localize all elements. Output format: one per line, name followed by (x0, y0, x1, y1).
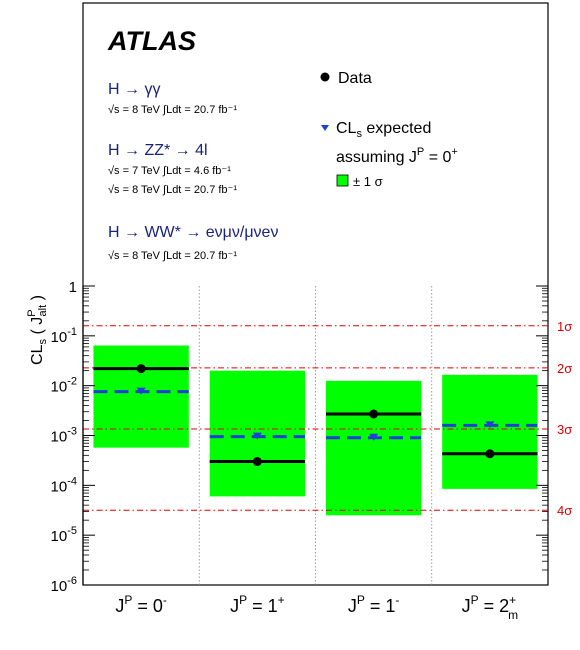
y-axis: 1 10-1 10-2 10-3 10-4 10-5 10-6 (51, 279, 548, 595)
experiment-label: ATLAS (107, 26, 196, 56)
expected-band (325, 380, 422, 516)
sigma-label: 1σ (557, 319, 572, 334)
y-axis-label: CLs ( JPalt ) (26, 295, 49, 365)
expected-bands (93, 345, 538, 516)
legend-expected-marker (321, 125, 329, 131)
channel-decay: H → WW* → eνμν/μνeν (108, 224, 278, 241)
channel-decay: H → γγ (108, 81, 160, 98)
observed-point (252, 457, 262, 467)
legend-band-label: ± 1 σ (353, 174, 383, 189)
y-tick-label: 10-2 (51, 376, 77, 396)
observed-point (136, 364, 146, 374)
sigma-label: 3σ (557, 422, 572, 437)
y-tick-label: 10-5 (51, 525, 77, 545)
sigma-label: 2σ (557, 361, 572, 376)
y-tick-label: 10-3 (51, 426, 77, 446)
x-category-label: JP = 1- (348, 593, 400, 616)
expected-marker (485, 421, 495, 429)
x-category-label: JP = 2+ m (462, 593, 519, 622)
observed-point (485, 449, 495, 459)
expected-marker (369, 433, 379, 441)
sigma-label: 4σ (557, 503, 572, 518)
x-category-label: JP = 1+ (230, 593, 285, 616)
expected-band (93, 345, 189, 448)
legend-data-label: Data (338, 70, 372, 87)
channel-conditions: √s = 8 TeV ∫Ldt = 20.7 fb⁻¹ (108, 104, 237, 116)
expected-band (442, 374, 538, 489)
channel-annotations: H → γγ √s = 8 TeV ∫Ldt = 20.7 fb⁻¹ H → Z… (108, 81, 278, 262)
y-tick-label: 10-1 (51, 326, 77, 346)
channel-conditions: √s = 7 TeV ∫Ldt = 4.6 fb⁻¹ (108, 165, 231, 177)
y-tick-label: 10-6 (51, 575, 77, 595)
y-tick-label: 10-4 (51, 475, 77, 495)
category-dividers (198, 286, 433, 585)
channel-conditions: √s = 8 TeV ∫Ldt = 20.7 fb⁻¹ (108, 184, 237, 196)
legend-expected-label: CLs expected (336, 120, 431, 140)
observed-values (93, 364, 538, 467)
x-axis: JP = 0- JP = 1+ JP = 1- JP = 2+ m (115, 593, 518, 622)
observed-point (369, 409, 379, 419)
legend: Data CLs expected assuming JP = 0+ ± 1 σ (320, 70, 458, 189)
expected-values (93, 387, 538, 441)
legend-expected-assumption: assuming JP = 0+ (336, 146, 458, 166)
legend-data-marker (320, 72, 330, 82)
channel-conditions: √s = 8 TeV ∫Ldt = 20.7 fb⁻¹ (108, 250, 237, 262)
legend-band-swatch (336, 174, 349, 187)
expected-marker (252, 432, 262, 440)
expected-marker (136, 387, 146, 395)
x-category-label: JP = 0- (115, 593, 167, 616)
channel-decay: H → ZZ* → 4l (108, 142, 208, 159)
y-tick-label: 1 (69, 279, 77, 296)
